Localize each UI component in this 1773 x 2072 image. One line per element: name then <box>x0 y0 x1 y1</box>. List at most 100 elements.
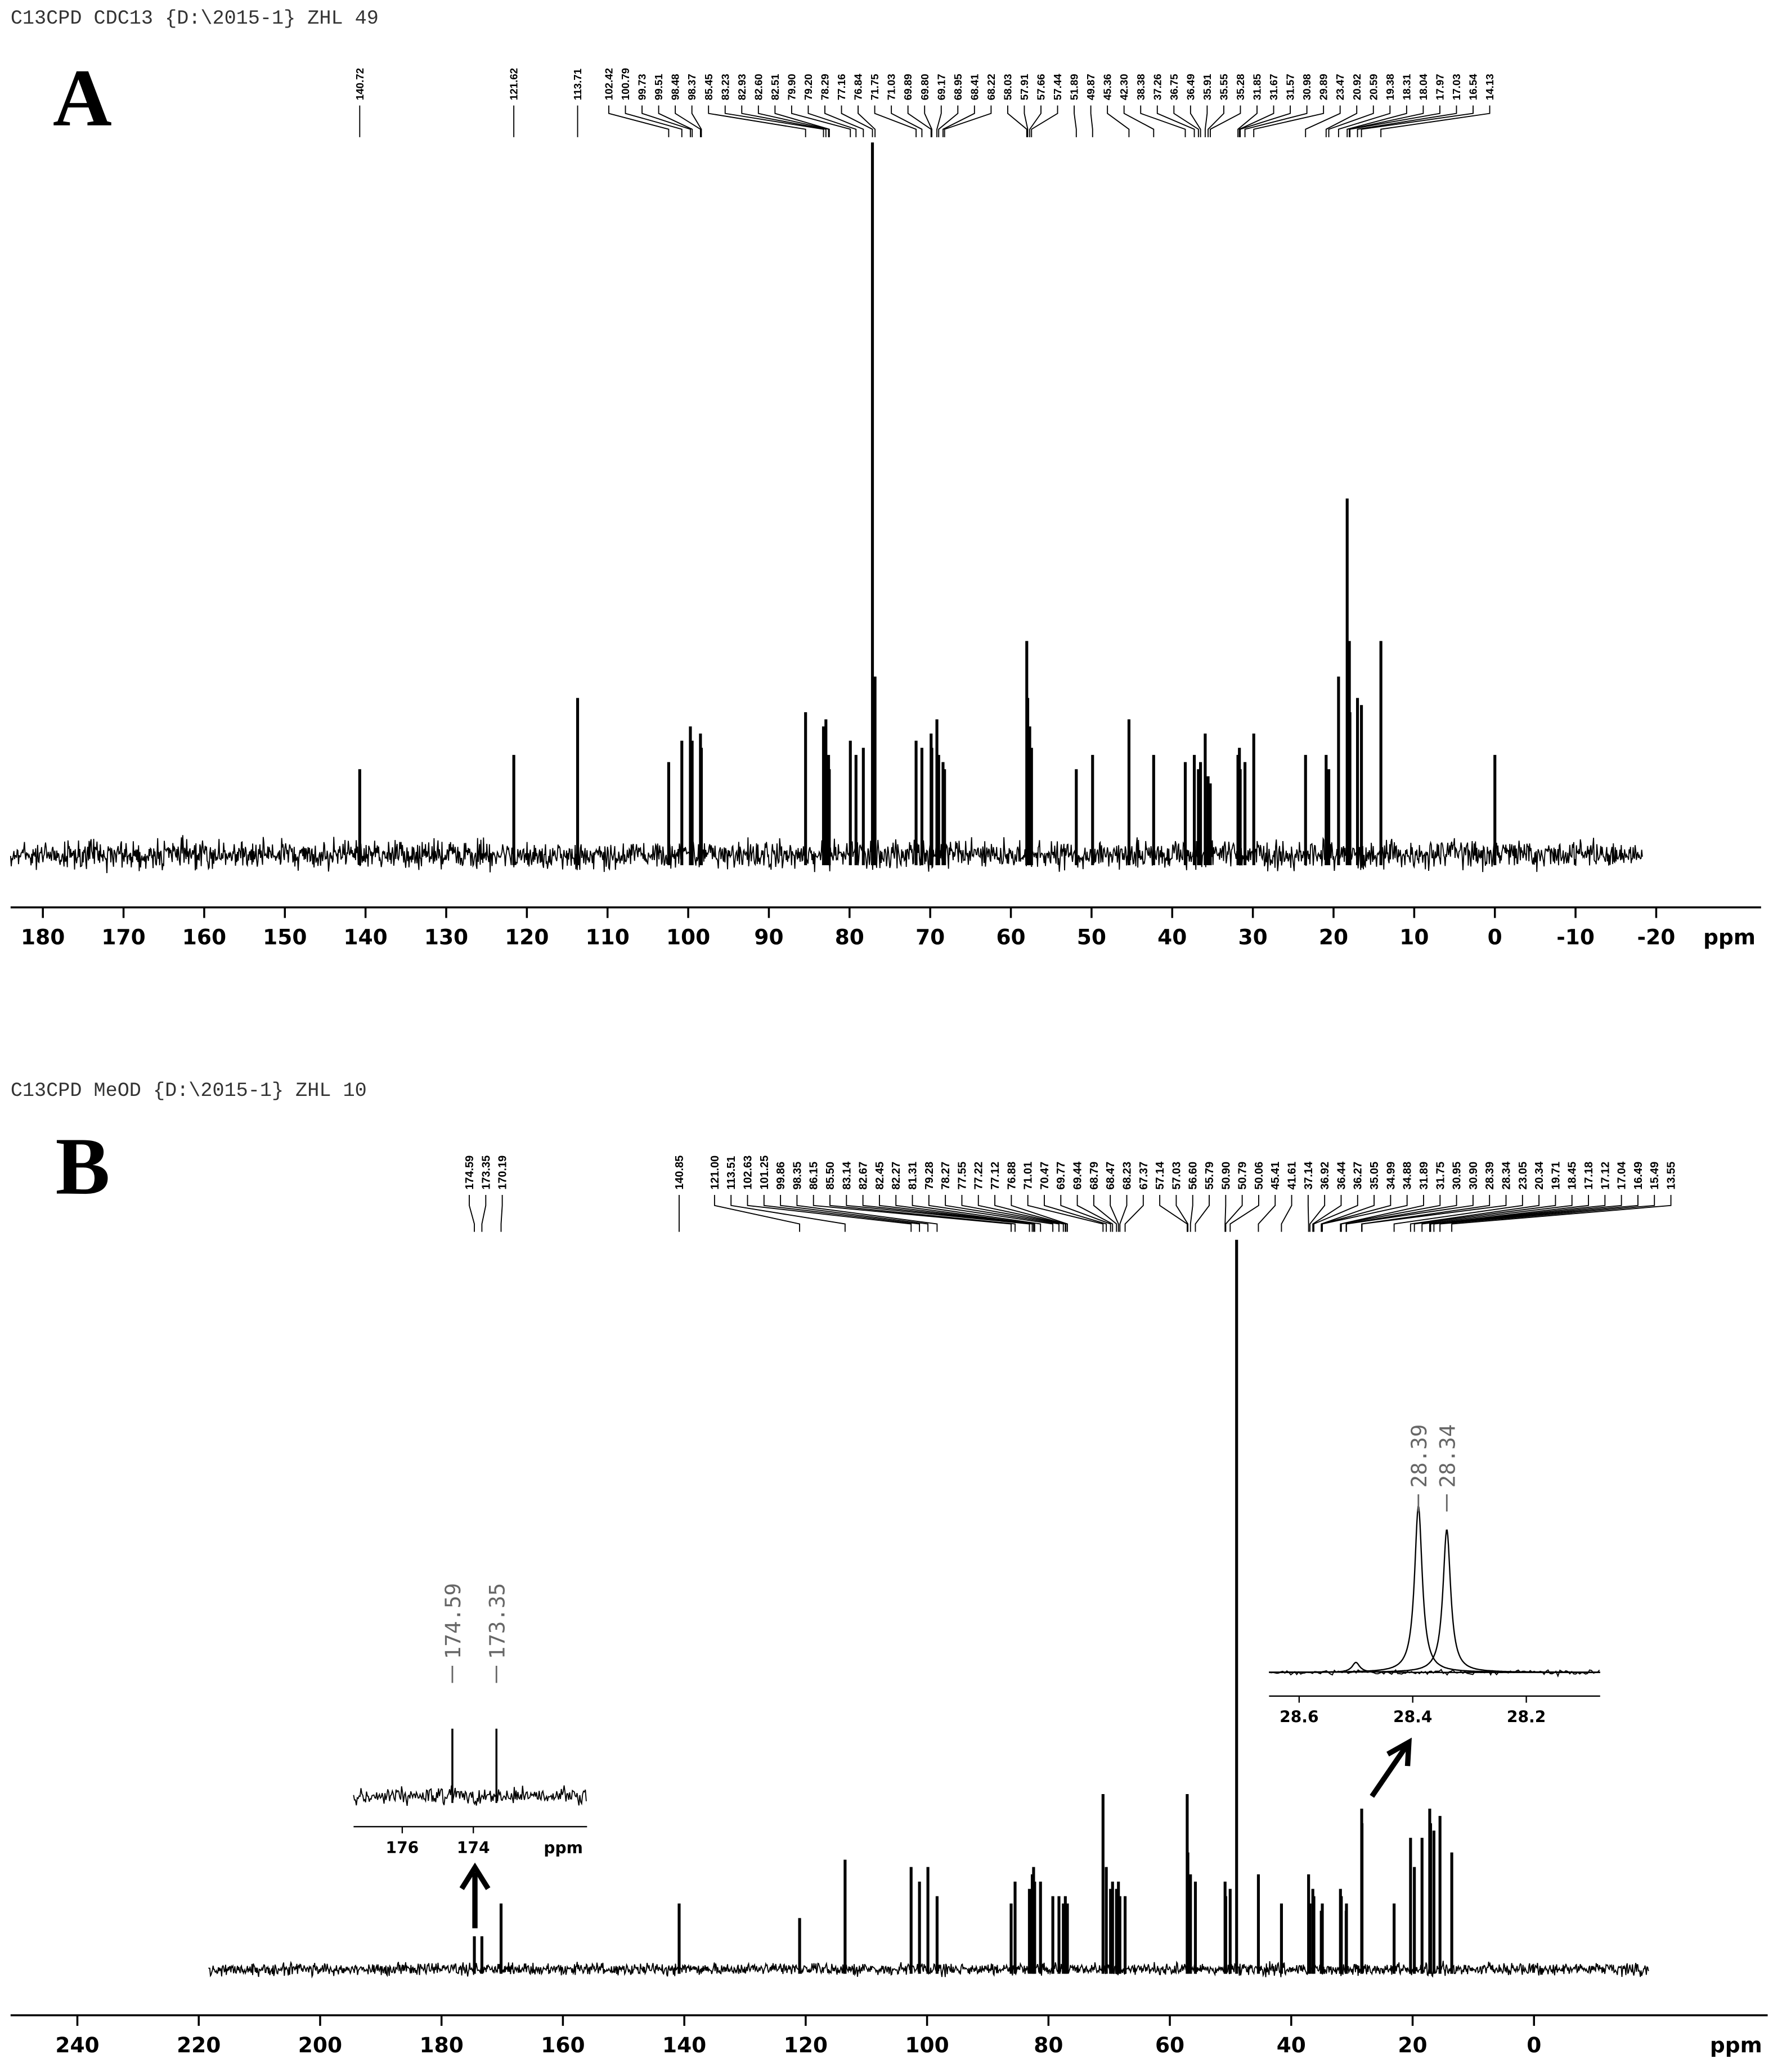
peak-label-leader <box>1393 1194 1523 1232</box>
peak-label-leader <box>846 1194 1030 1232</box>
peak-label-leader <box>1238 105 1274 137</box>
peak-label-leader <box>912 1194 1042 1232</box>
x-tick-label: 20 <box>1398 2033 1427 2057</box>
peak-label: 81.31 <box>907 1162 919 1190</box>
peak-label: 50.06 <box>1253 1162 1265 1190</box>
peak-label-leader <box>1225 1194 1243 1232</box>
peak-label: 31.67 <box>1268 74 1280 100</box>
peak-label-leader <box>1107 105 1130 137</box>
x-tick-label: 60 <box>996 925 1025 950</box>
peak-label-leader <box>1090 105 1093 137</box>
peak-label-leader <box>891 105 923 137</box>
peak-label: 35.55 <box>1218 74 1229 100</box>
peak-label-leader <box>625 105 683 137</box>
peak-label: 28.34 <box>1500 1162 1512 1190</box>
peak-label: 23.05 <box>1517 1162 1529 1190</box>
peak-label: 30.98 <box>1301 74 1313 100</box>
peak-label: 77.55 <box>956 1162 968 1190</box>
x-tick-label: 0 <box>1488 925 1502 950</box>
peak-label-leader <box>1011 1194 1068 1232</box>
peak-label-leader <box>1410 1194 1540 1232</box>
x-tick-label: 10 <box>1399 925 1429 950</box>
peak-label: 68.95 <box>952 74 964 100</box>
peak-label-leader <box>895 1194 1035 1232</box>
peak-label-leader <box>1029 105 1042 137</box>
peak-label-leader <box>774 105 830 137</box>
peak-label: 82.93 <box>736 74 748 100</box>
peak-label-leader <box>1123 105 1155 137</box>
peak-label-leader <box>763 1194 921 1232</box>
peak-label-leader <box>1175 1194 1189 1232</box>
x-tick-label: 20 <box>1319 925 1348 950</box>
peak-label: 16.49 <box>1632 1162 1645 1190</box>
peak-label: 57.03 <box>1170 1162 1183 1190</box>
peak-label: 51.89 <box>1069 74 1080 100</box>
peak-label: 170.19 <box>497 1156 509 1190</box>
peak-label: 36.92 <box>1319 1162 1331 1190</box>
peak-label: 68.22 <box>985 74 997 100</box>
peak-label: 85.45 <box>703 74 715 100</box>
peak-label: 19.71 <box>1550 1162 1562 1190</box>
inset-peak-label: 28.34 <box>1435 1424 1460 1488</box>
peak-label: 36.75 <box>1168 74 1180 100</box>
peak-label-leader <box>675 105 701 137</box>
peak-label: 78.29 <box>819 74 831 100</box>
peak-label-leader <box>841 105 873 137</box>
peak-label: 38.38 <box>1135 74 1147 100</box>
peak-label: 82.51 <box>769 74 781 100</box>
peak-label: 98.35 <box>791 1162 804 1190</box>
peak-label: 67.37 <box>1138 1162 1150 1190</box>
peak-label-leader <box>747 1194 912 1232</box>
peak-label: 50.90 <box>1220 1162 1232 1190</box>
peak-label: 77.12 <box>989 1162 1002 1190</box>
peak-label-leader <box>1031 105 1058 137</box>
peak-label: 30.90 <box>1467 1162 1480 1190</box>
peak-label: 83.14 <box>841 1162 853 1190</box>
peak-label-leader <box>757 105 829 137</box>
peak-label-leader <box>1044 1194 1107 1232</box>
peak-label: 121.00 <box>709 1156 721 1190</box>
peak-label-leader <box>1060 1194 1111 1232</box>
peak-label: 68.79 <box>1088 1162 1101 1190</box>
peak-label-leader <box>907 105 932 137</box>
x-tick-label: -20 <box>1637 925 1676 950</box>
peak-label: 18.04 <box>1417 74 1429 100</box>
peak-label-leader <box>481 1194 487 1232</box>
x-tick-label: 150 <box>263 925 307 950</box>
peak-label: 71.03 <box>886 74 897 100</box>
peak-label-leader <box>1119 1194 1128 1232</box>
peak-label: 71.01 <box>1022 1162 1035 1190</box>
peak-label-leader <box>813 1194 1012 1232</box>
x-tick-label: 220 <box>177 2033 221 2057</box>
peak-label: 17.12 <box>1599 1162 1612 1190</box>
x-tick-label: 90 <box>754 925 783 950</box>
peak-label: 82.45 <box>874 1162 886 1190</box>
peak-label-leader <box>1346 1194 1474 1232</box>
peak-label: 14.13 <box>1484 74 1496 100</box>
peak-label-leader <box>1208 105 1224 137</box>
peak-label: 99.73 <box>636 74 648 100</box>
x-tick-label: 160 <box>182 925 226 950</box>
peak-label: 34.99 <box>1385 1162 1397 1190</box>
peak-label: 20.92 <box>1351 74 1363 100</box>
peak-label-leader <box>945 1194 1060 1232</box>
peak-label-leader <box>1439 1194 1655 1232</box>
peak-label-leader <box>691 105 702 137</box>
peak-label-leader <box>1357 105 1457 137</box>
peak-label: 98.48 <box>670 74 681 100</box>
peak-label: 57.66 <box>1035 74 1047 100</box>
peak-label: 29.89 <box>1318 74 1330 100</box>
peak-label: 83.23 <box>719 74 731 100</box>
x-tick-label: -10 <box>1556 925 1595 950</box>
peak-label-leader <box>858 105 876 137</box>
inset-arrows <box>459 1737 1412 1929</box>
peak-label-leader <box>878 1194 1034 1232</box>
arrow-shaft <box>1370 1745 1409 1798</box>
inset-x-axis-label: ppm <box>544 1839 583 1857</box>
arrow-head <box>459 1862 491 1890</box>
peak-label: 18.31 <box>1401 74 1412 100</box>
peak-label: 17.03 <box>1451 74 1462 100</box>
x-tick-label: 30 <box>1238 925 1268 950</box>
peak-label: 31.85 <box>1251 74 1263 100</box>
peak-label: 31.89 <box>1418 1162 1430 1190</box>
